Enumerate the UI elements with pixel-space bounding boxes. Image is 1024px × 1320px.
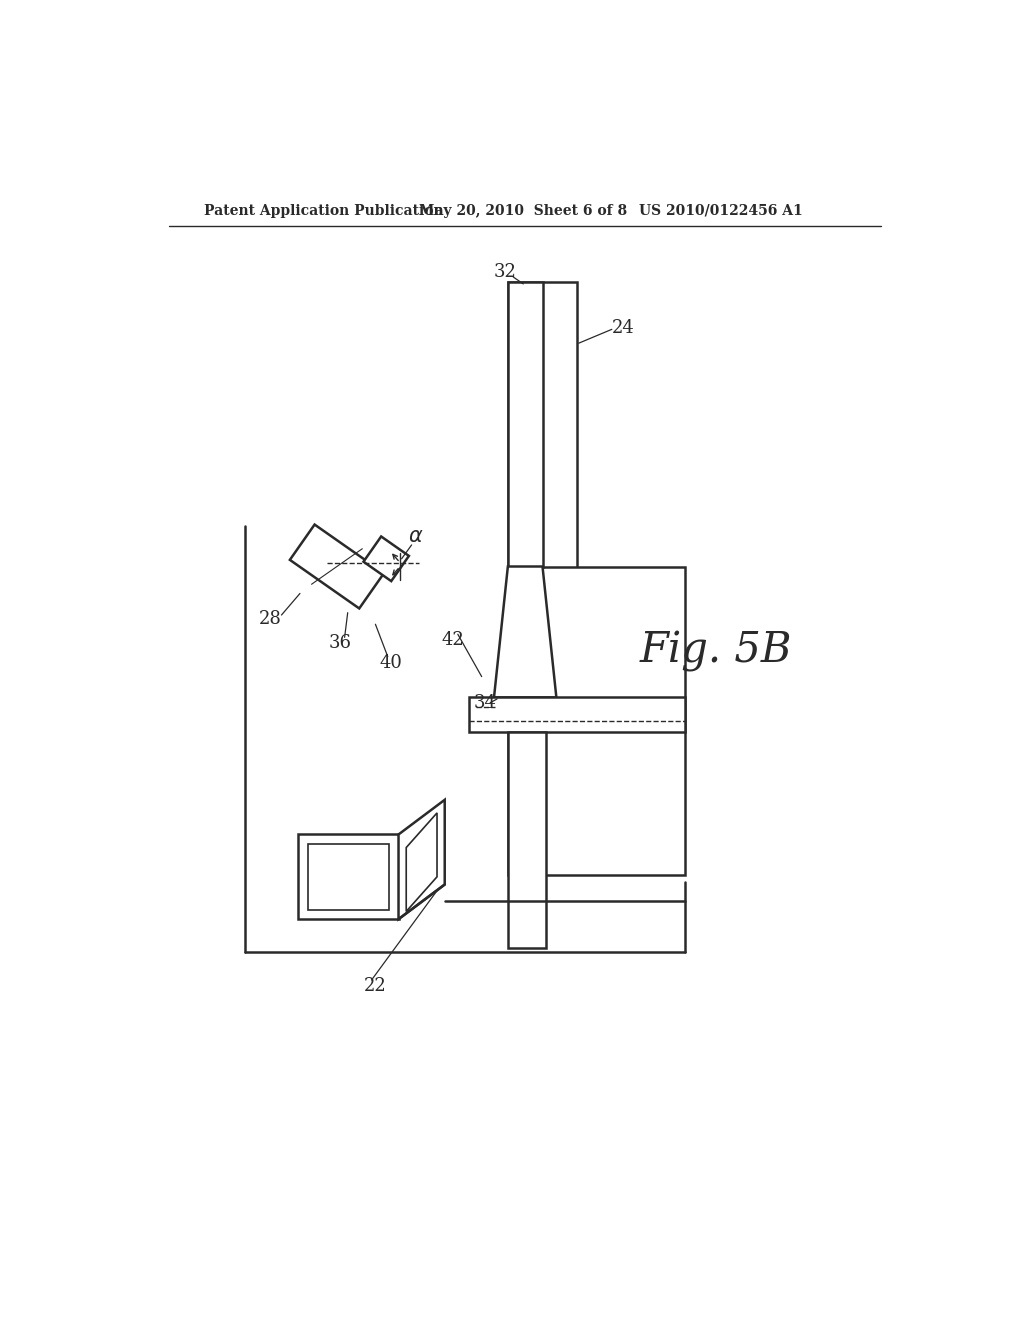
Text: Patent Application Publication: Patent Application Publication bbox=[204, 203, 443, 218]
Text: US 2010/0122456 A1: US 2010/0122456 A1 bbox=[639, 203, 803, 218]
Text: 36: 36 bbox=[329, 635, 351, 652]
Text: 22: 22 bbox=[365, 977, 387, 995]
Text: May 20, 2010  Sheet 6 of 8: May 20, 2010 Sheet 6 of 8 bbox=[419, 203, 628, 218]
Polygon shape bbox=[398, 800, 444, 919]
Text: $\alpha$: $\alpha$ bbox=[408, 525, 423, 545]
Bar bbox=[298, 834, 398, 919]
Text: 28: 28 bbox=[259, 610, 283, 628]
Bar bbox=[508, 566, 685, 874]
Bar bbox=[307, 843, 389, 909]
Polygon shape bbox=[494, 566, 556, 697]
Text: 34: 34 bbox=[473, 694, 497, 711]
Bar bbox=[469, 697, 685, 733]
Bar bbox=[508, 281, 578, 697]
Text: 40: 40 bbox=[379, 653, 402, 672]
Bar bbox=[508, 733, 547, 948]
Bar bbox=[290, 524, 384, 609]
Text: 42: 42 bbox=[441, 631, 464, 648]
Bar bbox=[364, 536, 409, 581]
Text: Fig. 5B: Fig. 5B bbox=[640, 630, 792, 672]
Text: 24: 24 bbox=[612, 319, 635, 337]
Bar bbox=[508, 281, 543, 566]
Text: 32: 32 bbox=[495, 263, 517, 281]
